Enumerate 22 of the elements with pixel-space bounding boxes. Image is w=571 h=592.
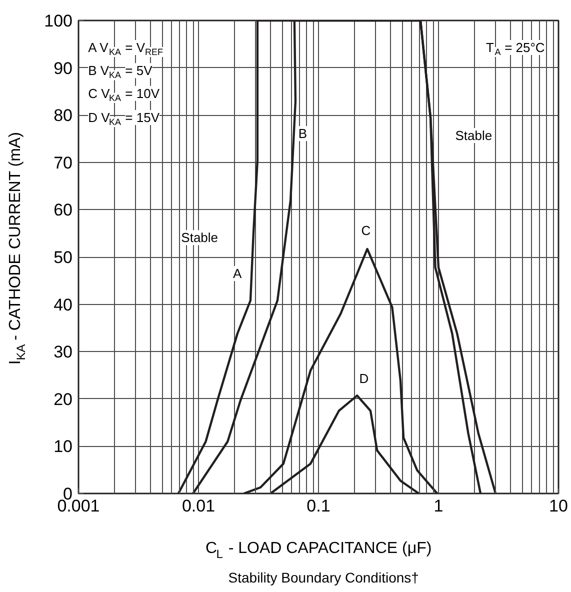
x-tick-label: 0.01 xyxy=(182,496,216,516)
y-tick-label: 40 xyxy=(54,295,73,314)
annotation: Stable xyxy=(181,230,218,246)
y-tick-label: 20 xyxy=(54,390,73,409)
annotation: C xyxy=(361,223,371,238)
annotation: A xyxy=(233,266,242,282)
x-tick-label: 10 xyxy=(549,496,568,516)
y-tick-label: 80 xyxy=(54,106,73,126)
y-tick-label: 30 xyxy=(54,342,73,362)
y-tick-label: 100 xyxy=(44,12,73,30)
y-tick-label: 60 xyxy=(54,200,73,220)
y-tick-label: 50 xyxy=(54,248,73,267)
annotation: D xyxy=(359,371,369,386)
y-tick-label: 70 xyxy=(54,153,73,172)
y-axis-title: IKA - CATHODE CURRENT (mA) xyxy=(7,132,28,365)
x-tick-label: 0.1 xyxy=(306,496,330,516)
annotation: Stable xyxy=(455,128,492,143)
y-tick-label: 10 xyxy=(54,437,73,456)
y-tick-label: 90 xyxy=(54,58,73,78)
annotation: B xyxy=(298,126,307,142)
x-tick-label: 1 xyxy=(434,496,444,516)
text: Stability Boundary Conditions† xyxy=(228,569,419,586)
